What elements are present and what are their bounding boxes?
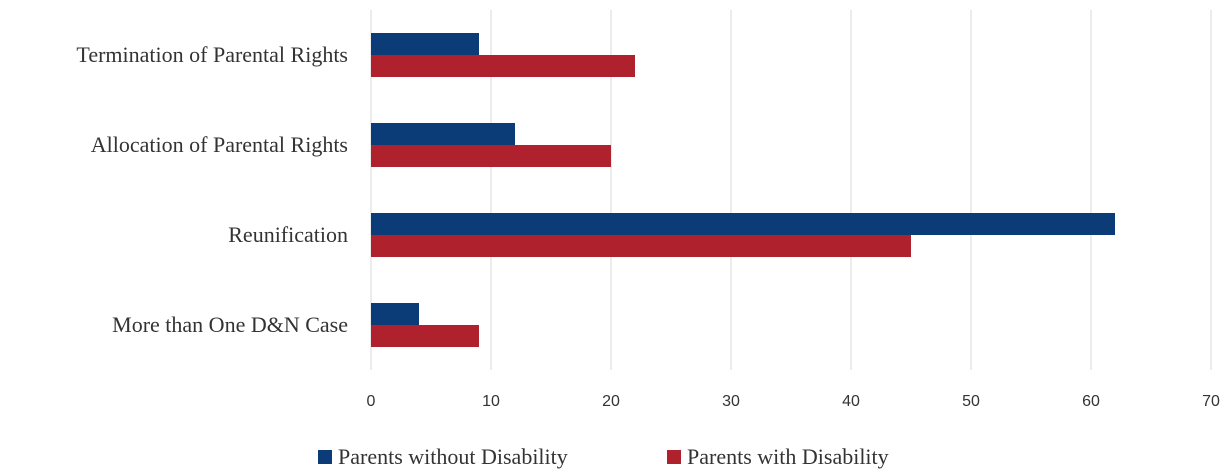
legend-swatch [667,450,681,464]
category-label: More than One D&N Case [112,312,348,337]
category-labels: Termination of Parental Rights Allocation… [76,42,348,337]
category-label: Termination of Parental Rights [76,42,348,67]
bars [371,33,1115,347]
x-tick-label: 20 [602,393,620,410]
bar-with-disability [371,235,911,257]
x-tick-label: 50 [962,393,980,410]
x-tick-label: 40 [842,393,860,410]
legend-swatch [318,450,332,464]
x-tick-label: 0 [367,393,376,410]
x-tick-label: 10 [482,393,500,410]
bar-without-disability [371,123,515,145]
bar-without-disability [371,303,419,325]
x-tick-label: 30 [722,393,740,410]
legend: Parents without Disability Parents with D… [318,444,889,469]
x-axis-tick-labels: 0 10 20 30 40 50 60 70 [367,393,1220,410]
bar-with-disability [371,55,635,77]
bar-without-disability [371,213,1115,235]
x-tick-label: 70 [1202,393,1220,410]
category-label: Allocation of Parental Rights [91,132,348,157]
bar-with-disability [371,145,611,167]
legend-label: Parents with Disability [687,444,889,469]
x-tick-label: 60 [1082,393,1100,410]
bar-without-disability [371,33,479,55]
bar-with-disability [371,325,479,347]
legend-label: Parents without Disability [338,444,568,469]
category-label: Reunification [228,222,348,247]
